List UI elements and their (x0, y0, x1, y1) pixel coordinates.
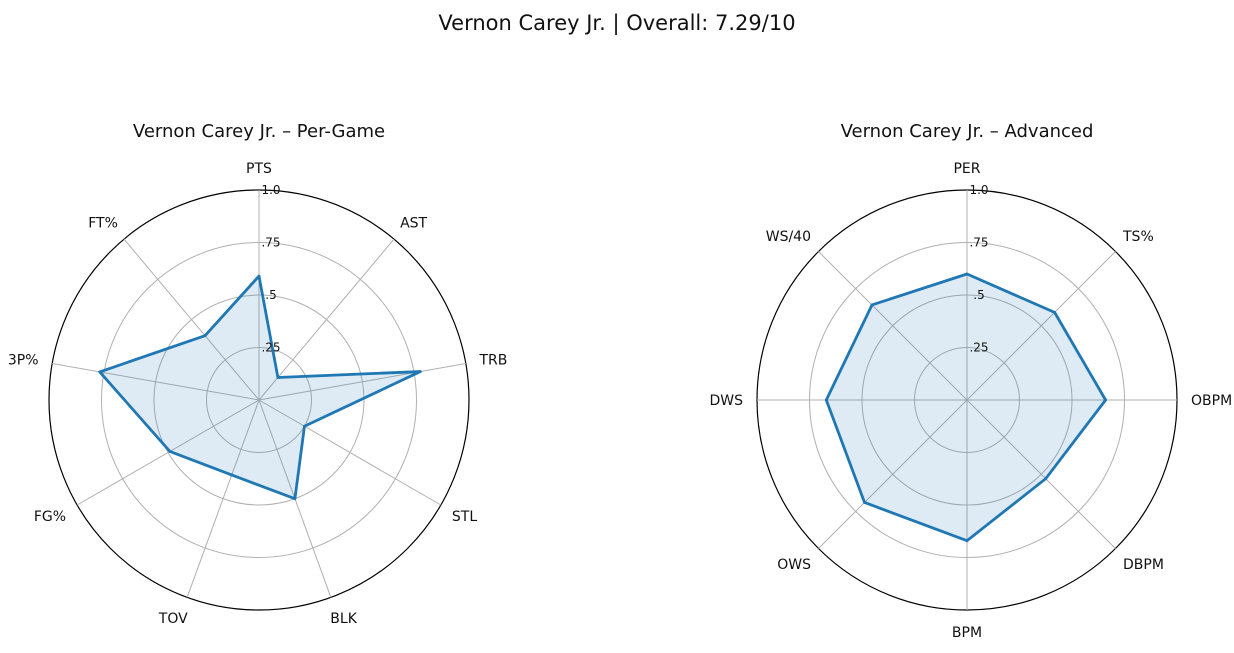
series-area (99, 276, 421, 499)
data-point-pts (257, 274, 261, 278)
chart-title: Vernon Carey Jr. – Advanced (841, 121, 1094, 142)
r-tick-label: .5 (265, 288, 276, 302)
category-label-obpm: OBPM (1191, 393, 1232, 409)
category-label-pts: PTS (246, 161, 272, 177)
data-point-ows (863, 501, 866, 504)
data-point-dws (824, 398, 828, 402)
category-label-per: PER (953, 161, 980, 177)
data-point-stl (303, 424, 306, 428)
spoke-ft-pct (123, 238, 260, 401)
category-label-stl: STL (452, 509, 477, 525)
data-point-dbpm (1044, 477, 1048, 481)
r-tick-label: .75 (261, 236, 280, 250)
data-point-per (965, 272, 969, 276)
r-tick-label: .5 (973, 288, 984, 302)
category-label-bpm: BPM (952, 625, 982, 641)
r-tick-label: 1.0 (969, 183, 988, 197)
spoke-ows (818, 399, 968, 549)
category-label-ows: OWS (777, 557, 811, 573)
spoke-3p-pct (52, 363, 260, 401)
data-point-ast (276, 376, 280, 379)
series-line (98, 274, 422, 501)
spoke-ws-40 (818, 251, 968, 401)
r-tick-label: .25 (969, 341, 988, 355)
category-label-tov: TOV (158, 611, 188, 627)
series-area (826, 274, 1106, 541)
category-label-dws: DWS (709, 393, 743, 409)
category-label-trb: TRB (479, 353, 508, 369)
spoke-stl (258, 399, 442, 506)
radar-chart-advanced: Vernon Carey Jr. – Advanced .25 .5 .75 1.0 PE… (709, 121, 1232, 641)
category-label-ws-40: WS/40 (766, 229, 811, 245)
category-label-blk: BLK (330, 611, 357, 627)
radar-chart-per-game: Vernon Carey Jr. – Per-Game .25 .5 .75 1.0 PT… (8, 121, 508, 627)
data-point-trb (418, 370, 422, 373)
data-point-ws-40 (870, 303, 874, 307)
spoke-ast (258, 238, 395, 401)
data-point-bpm (965, 539, 969, 543)
spoke-dbpm (966, 399, 1116, 549)
spoke-fg-pct (76, 399, 260, 506)
category-label-ast: AST (400, 215, 427, 231)
category-label-dbpm: DBPM (1123, 557, 1164, 573)
r-tick-label: .25 (261, 341, 280, 355)
data-point-obpm (1104, 398, 1107, 402)
data-point-fg-pct (168, 450, 172, 453)
data-point-ft-pct (203, 334, 207, 338)
r-tick-label: .75 (969, 236, 988, 250)
figure-title: Vernon Carey Jr. | Overall: 7.29/10 (438, 11, 795, 36)
spoke-trb (258, 363, 466, 401)
category-label-ft-pct: FT% (88, 215, 118, 231)
category-label-3p-pct: 3P% (8, 353, 39, 369)
data-point-ts-pct (1053, 310, 1057, 314)
category-label-fg-pct: FG% (34, 509, 66, 525)
data-point-blk (293, 497, 297, 501)
data-point-3p-pct (98, 370, 102, 374)
data-point-tov (230, 473, 234, 477)
spoke-ts-pct (966, 251, 1116, 401)
category-label-ts-pct: TS% (1122, 229, 1154, 245)
spoke-tov (186, 399, 260, 598)
r-tick-label: 1.0 (261, 183, 280, 197)
chart-title: Vernon Carey Jr. – Per-Game (133, 121, 385, 142)
